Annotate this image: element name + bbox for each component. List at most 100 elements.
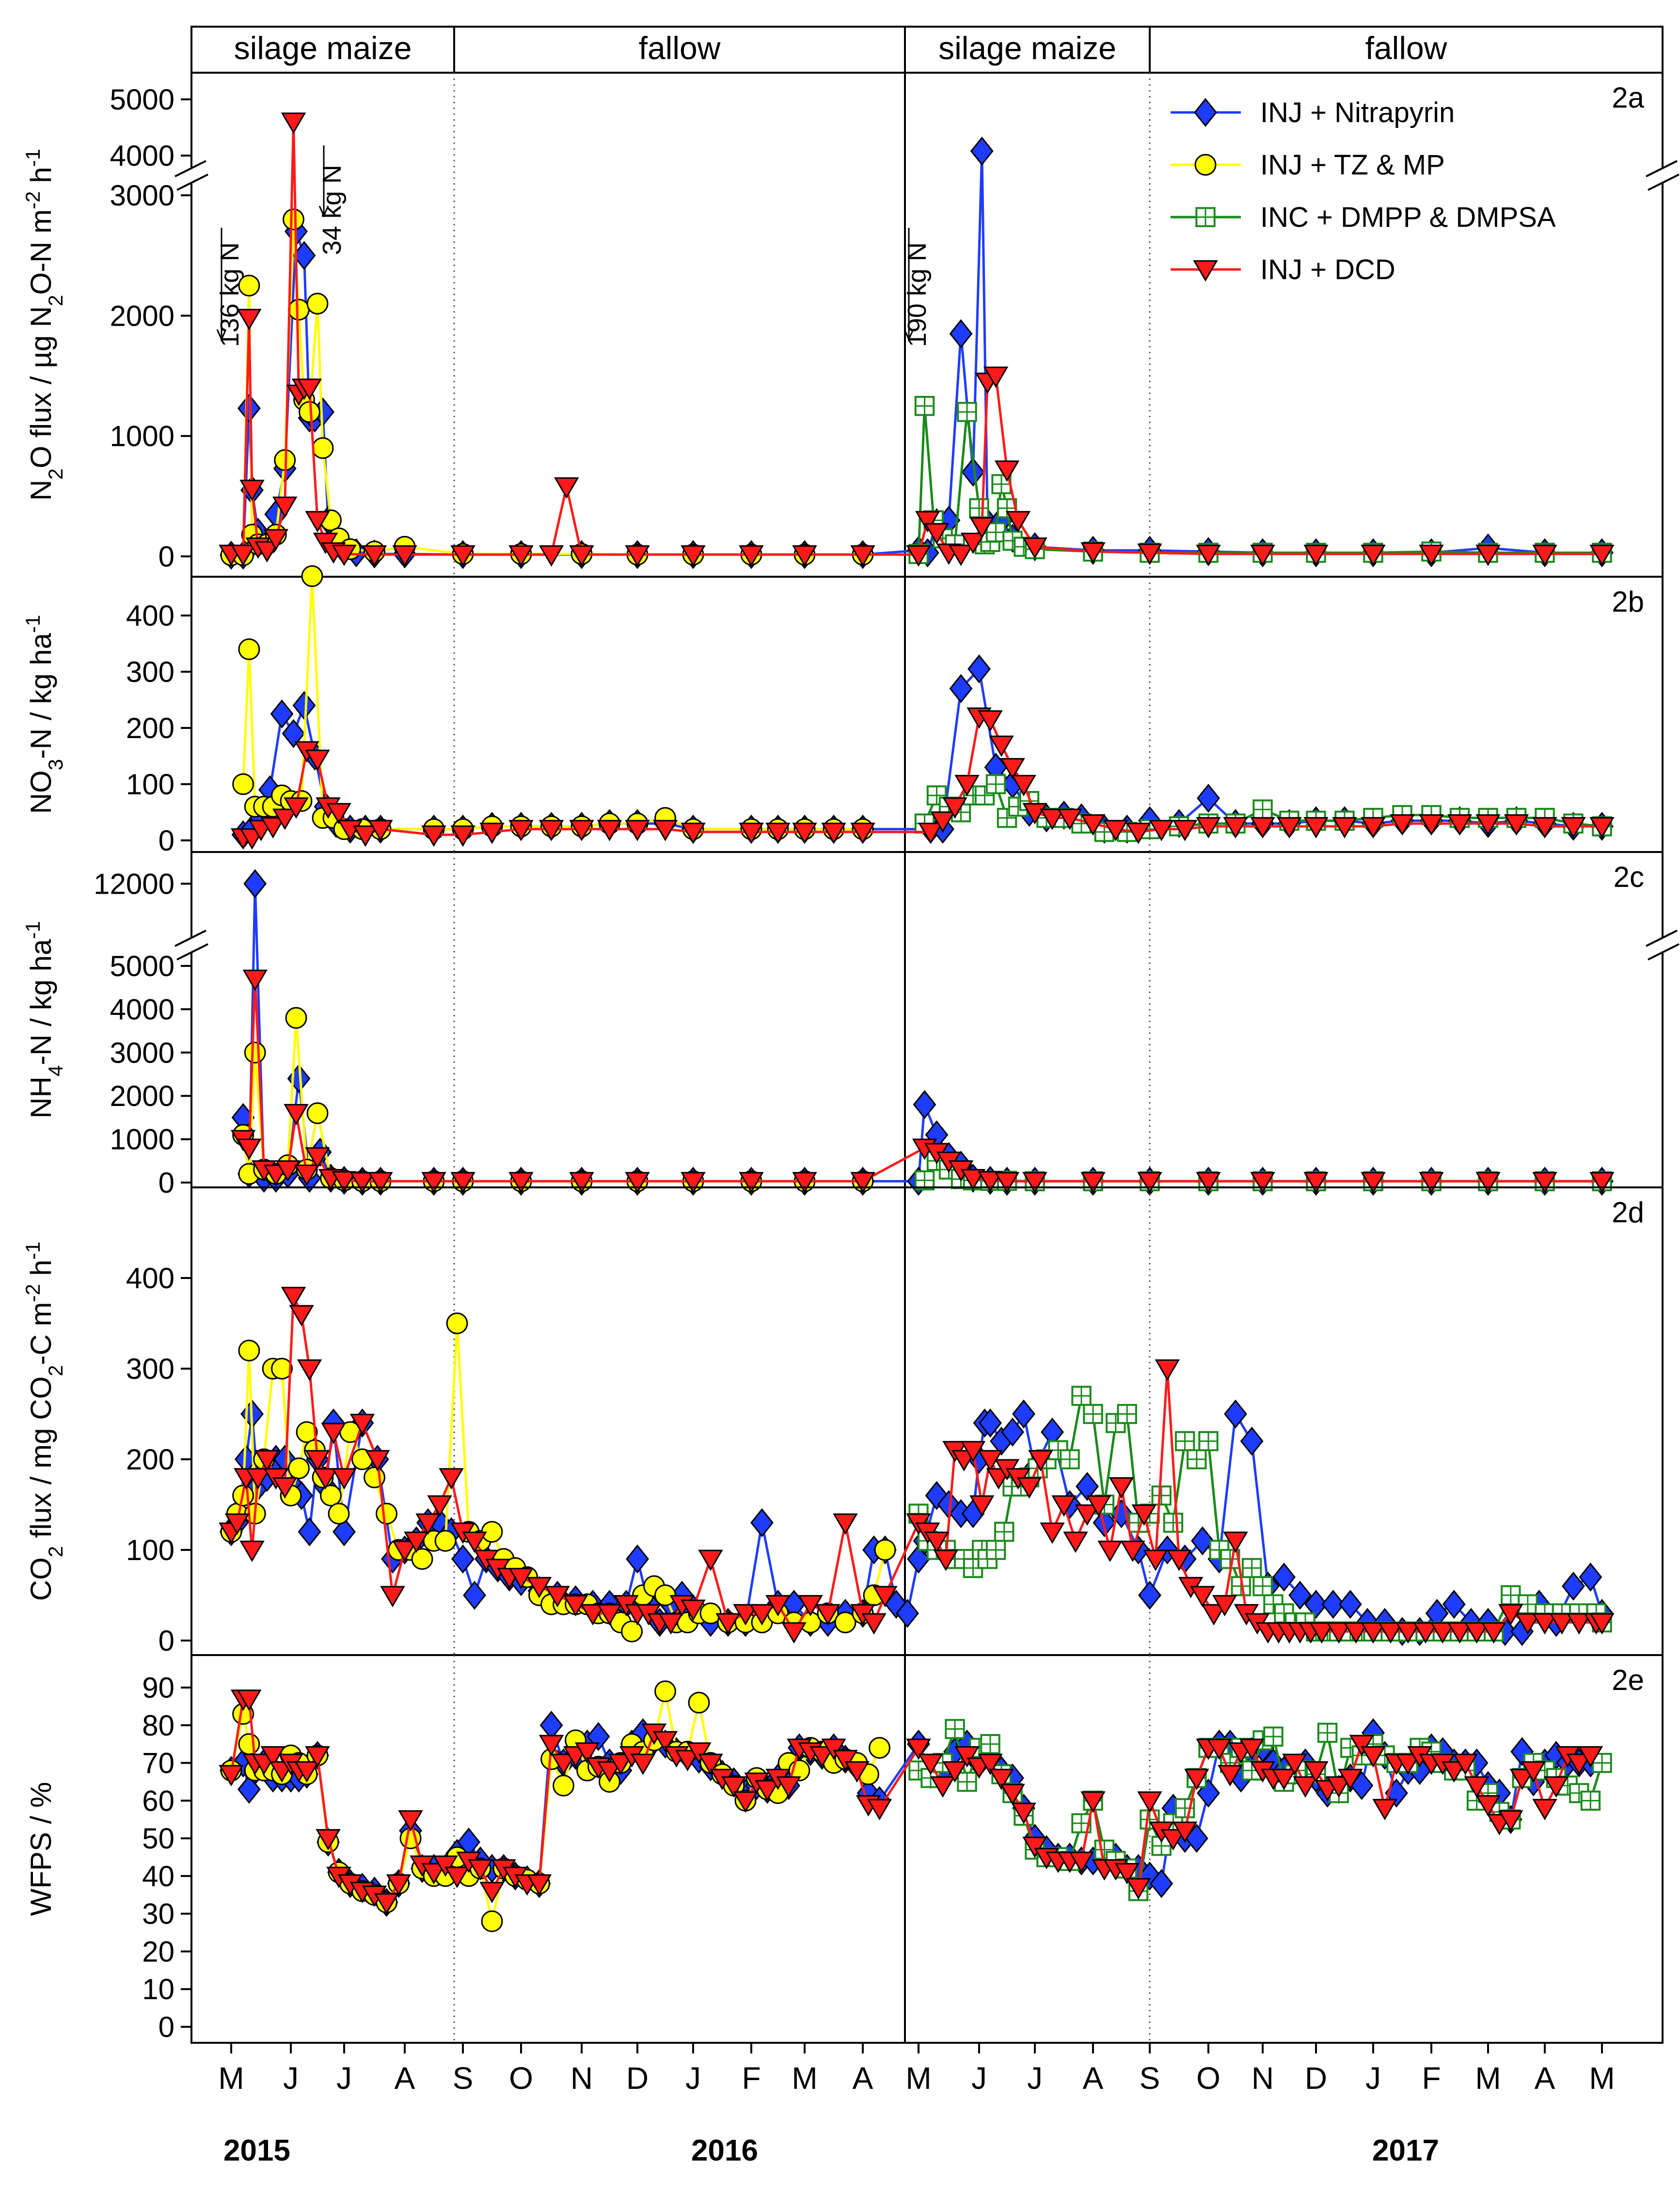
y-tick-label: 5000 [110, 950, 174, 982]
data-point [1239, 1738, 1265, 1760]
data-point [652, 1731, 678, 1752]
data-point [1361, 1172, 1386, 1194]
data-point [230, 544, 256, 567]
data-point [1174, 1431, 1195, 1452]
data-point [924, 523, 950, 545]
data-point [305, 1147, 330, 1169]
data-point [1509, 1768, 1535, 1790]
month-label: M [792, 2061, 817, 2096]
data-point [654, 1680, 676, 1703]
data-point [1515, 1613, 1540, 1635]
data-point [1076, 1472, 1099, 1501]
data-point [526, 1577, 552, 1598]
data-point [930, 1776, 955, 1798]
data-point [305, 1450, 330, 1471]
data-point [386, 1874, 412, 1896]
data-point [421, 1172, 446, 1194]
data-point [243, 869, 267, 899]
data-point [242, 969, 268, 991]
y-tick-label: 0 [158, 824, 174, 857]
data-point [1028, 1450, 1053, 1471]
data-point [232, 773, 254, 795]
data-point [1252, 799, 1273, 820]
data-point [869, 1737, 890, 1759]
data-point [850, 1172, 875, 1194]
month-label: J [283, 2061, 299, 2096]
data-point [1378, 1622, 1403, 1644]
panel-2c: 2c 0 1000 2000 3000 4000 5000 12000 NH4-N / kg h… [21, 851, 1680, 1199]
data-point [1000, 1784, 1025, 1805]
data-point [755, 1780, 780, 1801]
data-point [1218, 1765, 1243, 1786]
year-label: 2015 [223, 2134, 290, 2167]
data-point [539, 820, 564, 841]
data-point [289, 1305, 314, 1326]
data-point [1303, 1172, 1329, 1194]
data-point [224, 1513, 250, 1535]
data-point [238, 1733, 260, 1755]
data-point [421, 1863, 446, 1885]
crop-period-label: fallow [1365, 30, 1447, 66]
data-point [776, 1776, 801, 1798]
data-point [1543, 1776, 1569, 1798]
data-point [1532, 544, 1557, 567]
data-point [749, 1604, 775, 1626]
panel-2b: 2b 0 100 200 300 400 NO3-N / kg ha-1 [21, 565, 1664, 857]
data-point [970, 136, 994, 166]
data-point [781, 1622, 807, 1644]
data-point [1272, 1563, 1296, 1592]
data-point [1338, 1768, 1363, 1790]
data-point [1022, 537, 1047, 559]
month-label: A [1535, 2061, 1555, 2096]
data-point [364, 1467, 385, 1488]
data-point [933, 1549, 958, 1571]
data-point [353, 825, 378, 847]
data-point [1580, 1790, 1601, 1811]
data-point [368, 820, 393, 841]
data-point [833, 1750, 858, 1771]
y-tick-label: 2000 [110, 1080, 174, 1112]
data-point [597, 1604, 622, 1626]
data-point [526, 1874, 552, 1896]
data-point [945, 1719, 965, 1739]
axis-break-mark [1648, 174, 1680, 191]
data-point [333, 1517, 356, 1547]
year-label: 2016 [691, 2134, 758, 2167]
data-point [979, 1408, 1002, 1438]
data-point [1190, 1526, 1214, 1556]
series-dcd [230, 707, 1615, 850]
data-point [1184, 1768, 1209, 1790]
data-point [1011, 774, 1036, 796]
data-point [750, 1508, 774, 1537]
data-point [404, 1531, 429, 1553]
data-point [1040, 1522, 1065, 1544]
data-point [1022, 1172, 1047, 1194]
data-point [1069, 1851, 1094, 1873]
data-point [326, 803, 351, 824]
data-point [1190, 1586, 1215, 1608]
data-point [332, 544, 357, 567]
data-point [446, 1312, 468, 1334]
series-dcd [219, 1287, 1615, 1644]
y-tick-label: 3000 [110, 1037, 174, 1069]
month-label: F [1422, 2061, 1441, 2096]
data-point [792, 822, 817, 844]
data-point [294, 1761, 319, 1783]
data-point [1442, 1761, 1467, 1783]
data-point [861, 1613, 887, 1635]
data-point [1060, 1449, 1080, 1469]
data-point [1223, 1531, 1248, 1553]
y-tick-label: 0 [158, 1625, 174, 1657]
panel-label: 2a [1612, 81, 1644, 114]
data-point [792, 1172, 817, 1194]
data-point [1109, 1477, 1134, 1499]
legend-item-tzmp: INJ + TZ & MP [1171, 149, 1445, 181]
data-point [1303, 544, 1329, 567]
legend-label: INJ + DCD [1260, 254, 1395, 285]
data-point [297, 379, 322, 400]
data-point [580, 1604, 605, 1626]
data-point [1321, 1590, 1345, 1619]
y-tick-label: 100 [126, 1534, 174, 1566]
data-point [1097, 1540, 1123, 1562]
